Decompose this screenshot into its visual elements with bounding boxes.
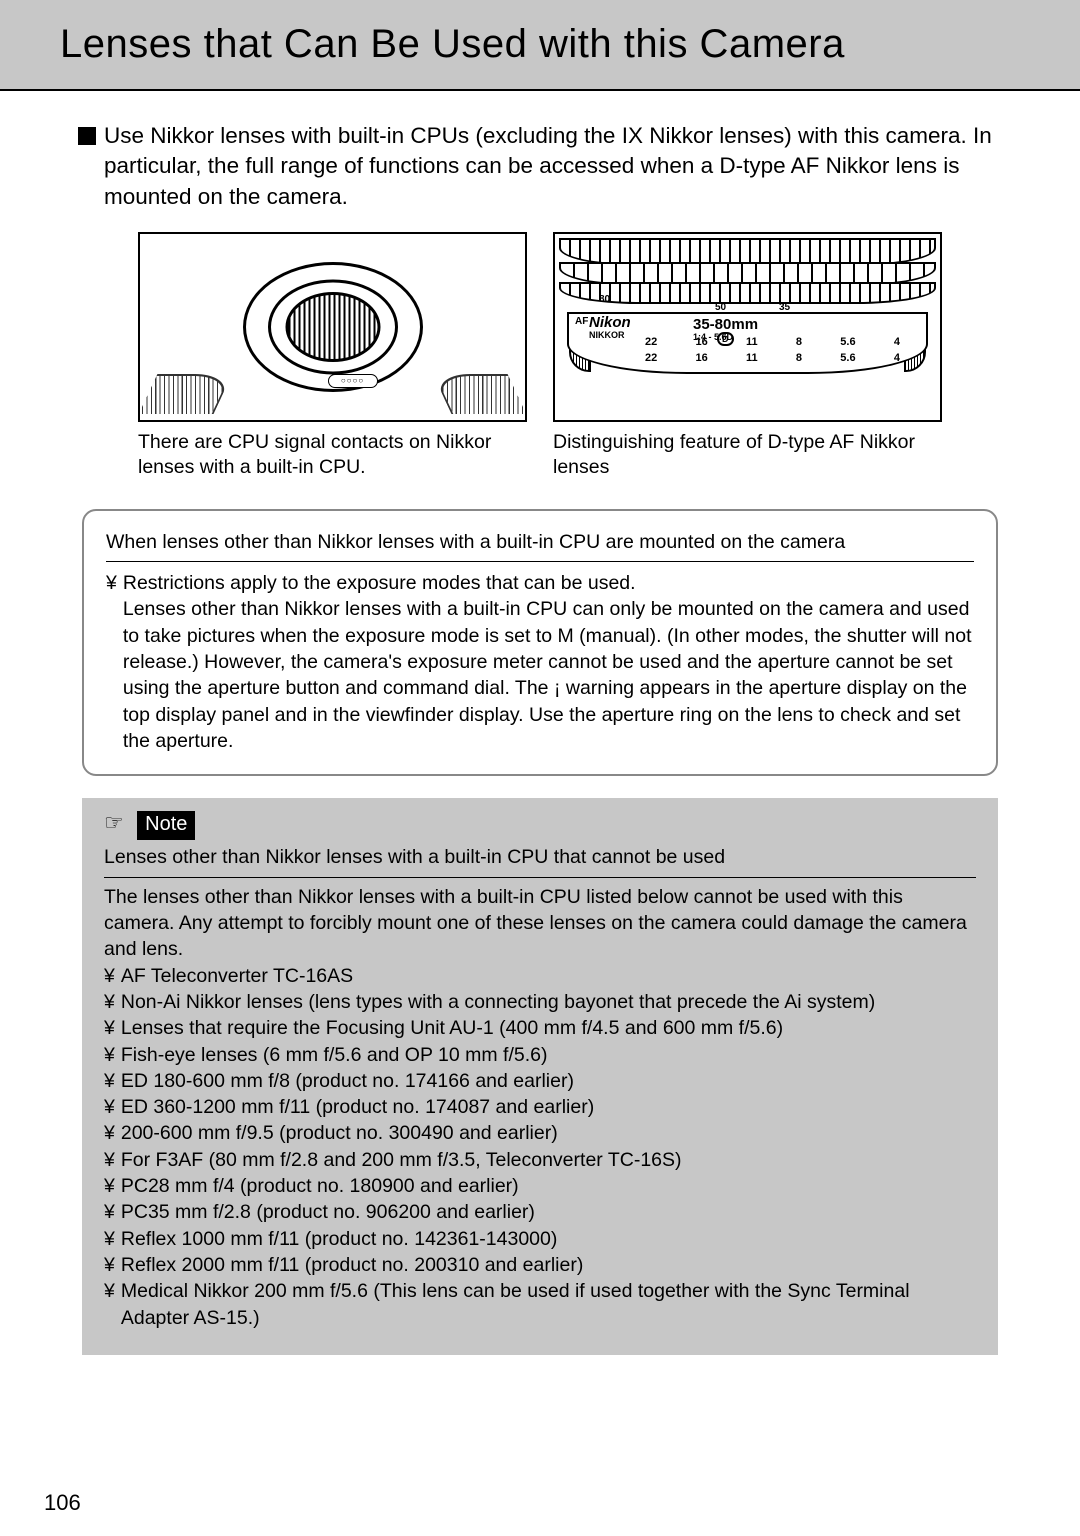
- note-item: ¥Reflex 1000 mm f/11 (product no. 142361…: [104, 1226, 976, 1252]
- scale-val: 11: [746, 352, 758, 364]
- note-heading: Lenses other than Nikkor lenses with a b…: [104, 844, 976, 870]
- barrel-scale-50: 50: [715, 302, 726, 313]
- bullet-marker: ¥: [104, 1094, 115, 1120]
- scale-val: 16: [696, 336, 708, 348]
- note-item-text: PC28 mm f/4 (product no. 180900 and earl…: [121, 1173, 976, 1199]
- lens-barrel-illustration: AF Nikon NIKKOR 50 35 80 35-80mm 1:4 - 5…: [553, 232, 942, 422]
- square-bullet-icon: [78, 127, 96, 145]
- page-title: Lenses that Can Be Used with this Camera: [60, 22, 1040, 67]
- scale-val: 16: [696, 352, 708, 364]
- callout-body: Restrictions apply to the exposure modes…: [123, 570, 974, 754]
- barrel-icon: AF Nikon NIKKOR 50 35 80 35-80mm 1:4 - 5…: [555, 234, 940, 420]
- barrel-aperture-scale-1: 22 16 11 8 5.6 4: [645, 336, 900, 348]
- note-item: ¥Fish-eye lenses (6 mm f/5.6 and OP 10 m…: [104, 1042, 976, 1068]
- scale-val: 22: [645, 352, 657, 364]
- scale-val: 5.6: [840, 352, 855, 364]
- barrel-sub-label: NIKKOR: [589, 330, 625, 340]
- bullet-marker: ¥: [104, 1173, 115, 1199]
- note-item-text: 200-600 mm f/9.5 (product no. 300490 and…: [121, 1120, 976, 1146]
- note-item: ¥PC28 mm f/4 (product no. 180900 and ear…: [104, 1173, 976, 1199]
- bullet-marker: ¥: [104, 1015, 115, 1041]
- figure-left-caption: There are CPU signal contacts on Nikkor …: [138, 430, 527, 481]
- barrel-scale-35: 35: [779, 302, 790, 313]
- page-number: 106: [44, 1490, 81, 1516]
- note-item: ¥Lenses that require the Focusing Unit A…: [104, 1015, 976, 1041]
- note-item-text: For F3AF (80 mm f/2.8 and 200 mm f/3.5, …: [121, 1147, 976, 1173]
- note-item-text: Non-Ai Nikkor lenses (lens types with a …: [121, 989, 976, 1015]
- note-item: ¥PC35 mm f/2.8 (product no. 906200 and e…: [104, 1199, 976, 1225]
- title-bar: Lenses that Can Be Used with this Camera: [0, 0, 1080, 91]
- barrel-aperture-scale-2: 22 16 11 8 5.6 4: [645, 352, 900, 364]
- note-item-text: ED 360-1200 mm f/11 (product no. 174087 …: [121, 1094, 976, 1120]
- scale-val: 22: [645, 336, 657, 348]
- cpu-contacts-icon: ○○○○: [328, 374, 378, 388]
- note-item-text: Reflex 2000 mm f/11 (product no. 200310 …: [121, 1252, 976, 1278]
- bullet-marker: ¥: [104, 989, 115, 1015]
- note-item: ¥ED 180-600 mm f/8 (product no. 174166 a…: [104, 1068, 976, 1094]
- bullet-marker: ¥: [104, 1252, 115, 1278]
- note-item: ¥Non-Ai Nikkor lenses (lens types with a…: [104, 989, 976, 1015]
- callout-item: ¥ Restrictions apply to the exposure mod…: [106, 570, 974, 754]
- content-area: Use Nikkor lenses with built-in CPUs (ex…: [0, 91, 1080, 1355]
- mount-inner-ring-icon: [285, 292, 380, 362]
- hatch-shading-icon: [139, 374, 233, 414]
- note-item-text: Reflex 1000 mm f/11 (product no. 142361-…: [121, 1226, 976, 1252]
- lens-mount-illustration: ○○○○: [138, 232, 527, 422]
- divider: [104, 877, 976, 878]
- hatch-shading-icon: [433, 374, 527, 414]
- figures-row: ○○○○ There are CPU signal contacts on Ni…: [138, 232, 942, 481]
- note-item-text: Lenses that require the Focusing Unit AU…: [121, 1015, 976, 1041]
- bullet-marker: ¥: [104, 1147, 115, 1173]
- barrel-scale-80: 80: [599, 294, 610, 305]
- scale-val: 8: [796, 352, 802, 364]
- note-item-text: Fish-eye lenses (6 mm f/5.6 and OP 10 mm…: [121, 1042, 976, 1068]
- bullet-marker: ¥: [104, 1042, 115, 1068]
- note-tag: Note: [137, 811, 195, 840]
- note-section: ☞ Note Lenses other than Nikkor lenses w…: [82, 798, 998, 1355]
- note-item: ¥200-600 mm f/9.5 (product no. 300490 an…: [104, 1120, 976, 1146]
- scale-val: 5.6: [840, 336, 855, 348]
- figure-right: AF Nikon NIKKOR 50 35 80 35-80mm 1:4 - 5…: [553, 232, 942, 481]
- note-items-list: ¥AF Teleconverter TC-16AS¥Non-Ai Nikkor …: [104, 963, 976, 1331]
- bullet-marker: ¥: [104, 963, 115, 989]
- pointer-icon: ☞: [104, 808, 124, 838]
- callout-box: When lenses other than Nikkor lenses wit…: [82, 509, 998, 777]
- bullet-marker: ¥: [106, 570, 117, 754]
- intro-paragraph: Use Nikkor lenses with built-in CPUs (ex…: [78, 121, 1002, 212]
- bullet-marker: ¥: [104, 1278, 115, 1331]
- bullet-marker: ¥: [104, 1120, 115, 1146]
- scale-val: 4: [894, 352, 900, 364]
- bullet-marker: ¥: [104, 1226, 115, 1252]
- barrel-af-label: AF: [575, 316, 588, 327]
- figure-right-caption: Distinguishing feature of D-type AF Nikk…: [553, 430, 942, 481]
- figure-left: ○○○○ There are CPU signal contacts on Ni…: [138, 232, 527, 481]
- note-intro: The lenses other than Nikkor lenses with…: [104, 884, 976, 963]
- divider: [106, 561, 974, 562]
- barrel-focal-label: 35-80mm: [693, 316, 758, 333]
- note-item-text: ED 180-600 mm f/8 (product no. 174166 an…: [121, 1068, 976, 1094]
- barrel-brand-label: Nikon: [589, 314, 631, 331]
- note-item: ¥Medical Nikkor 200 mm f/5.6 (This lens …: [104, 1278, 976, 1331]
- note-item: ¥AF Teleconverter TC-16AS: [104, 963, 976, 989]
- note-item: ¥ED 360-1200 mm f/11 (product no. 174087…: [104, 1094, 976, 1120]
- note-item-text: AF Teleconverter TC-16AS: [121, 963, 976, 989]
- note-item: ¥Reflex 2000 mm f/11 (product no. 200310…: [104, 1252, 976, 1278]
- intro-text: Use Nikkor lenses with built-in CPUs (ex…: [104, 121, 1002, 212]
- callout-title: When lenses other than Nikkor lenses wit…: [106, 529, 974, 555]
- barrel-ring-icon: [559, 282, 936, 304]
- scale-val: 8: [796, 336, 802, 348]
- bullet-marker: ¥: [104, 1068, 115, 1094]
- note-header: ☞ Note: [104, 808, 976, 840]
- scale-val: 11: [746, 336, 758, 348]
- scale-val: 4: [894, 336, 900, 348]
- note-item: ¥For F3AF (80 mm f/2.8 and 200 mm f/3.5,…: [104, 1147, 976, 1173]
- bullet-marker: ¥: [104, 1199, 115, 1225]
- note-item-text: Medical Nikkor 200 mm f/5.6 (This lens c…: [121, 1278, 976, 1331]
- note-item-text: PC35 mm f/2.8 (product no. 906200 and ea…: [121, 1199, 976, 1225]
